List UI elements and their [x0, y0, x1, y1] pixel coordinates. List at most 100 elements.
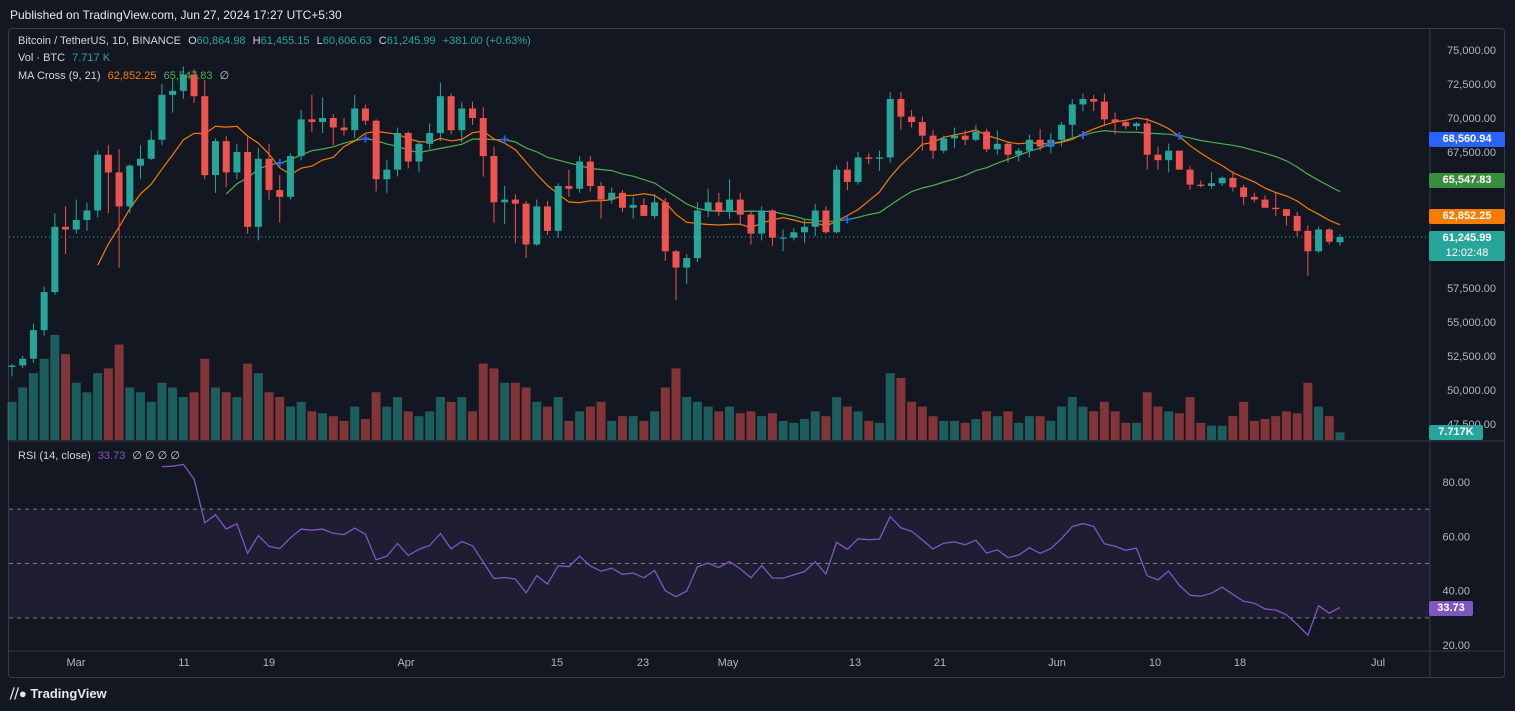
candle-body: [950, 135, 958, 139]
candle-body: [576, 161, 584, 189]
candle-body: [394, 132, 402, 170]
time-tick-label: Apr: [397, 657, 414, 669]
change-value: +381.00 (+0.63%): [442, 35, 531, 47]
candle-body: [897, 98, 905, 117]
volume-bar: [885, 373, 895, 440]
volume-bar: [949, 420, 959, 440]
ma-slow-value: 65,547.83: [163, 70, 213, 82]
volume-bar: [532, 401, 542, 440]
high-key: H: [252, 35, 261, 47]
volume-bar: [136, 392, 146, 440]
bottom-bar: ⧸⧸● TradingView: [0, 680, 1515, 711]
candle-body: [1207, 183, 1215, 186]
volume-bar: [896, 377, 906, 440]
candle-body: [179, 74, 187, 91]
volume-bar: [757, 416, 767, 440]
candle-body: [811, 210, 819, 227]
volume-bar: [628, 416, 638, 440]
volume-bar: [371, 392, 381, 440]
volume-bar: [71, 382, 81, 440]
candle-body: [522, 203, 530, 245]
candle-body: [1036, 139, 1044, 147]
candle-body: [554, 186, 562, 231]
volume-bar: [7, 401, 17, 440]
volume-bar: [682, 397, 692, 440]
ma-legend[interactable]: MA Cross (9, 21) 62,852.25 65,547.83 ∅: [18, 69, 233, 82]
candle-body: [1111, 119, 1119, 123]
volume-bar: [778, 420, 788, 440]
volume-bar: [917, 406, 927, 440]
volume-bar: [1164, 411, 1174, 440]
volume-bar: [28, 373, 38, 440]
candle-body: [618, 192, 626, 208]
close-key: C: [378, 35, 387, 47]
countdown-tag: 12:02:48: [1429, 246, 1505, 261]
candle-body: [404, 132, 412, 162]
volume-bar: [542, 406, 552, 440]
rsi-value: 33.73: [97, 450, 126, 462]
candle-body: [1165, 150, 1173, 161]
candle-body: [1218, 177, 1226, 184]
candle-body: [40, 292, 48, 331]
time-tick-label: 19: [263, 657, 275, 669]
candle-body: [62, 226, 70, 230]
symbol-name[interactable]: Bitcoin / TetherUS, 1D, BINANCE: [18, 35, 182, 47]
candle-body: [233, 152, 241, 173]
volume-bar: [1153, 406, 1163, 440]
time-tick-label: 10: [1149, 657, 1161, 669]
candle-body: [918, 122, 926, 136]
candle-body: [586, 161, 594, 186]
rsi-label: RSI (14, close): [18, 450, 91, 462]
time-tick-label: Mar: [67, 657, 86, 669]
time-tick-label: 13: [849, 657, 861, 669]
candle-body: [222, 141, 230, 173]
volume-value: 7.717 K: [72, 52, 111, 64]
candle-body: [501, 199, 509, 203]
volume-bar: [1335, 432, 1345, 440]
candle-body: [886, 98, 894, 158]
volume-bar: [114, 344, 124, 440]
open-key: O: [188, 35, 197, 47]
volume-bar: [864, 420, 874, 440]
ma-fast-tag: 62,852.25: [1429, 209, 1505, 224]
candle-body: [758, 210, 766, 234]
candle-body: [479, 118, 487, 157]
volume-bar: [125, 387, 135, 440]
volume-bar: [842, 406, 852, 440]
candle-body: [319, 118, 327, 123]
volume-bar: [189, 392, 199, 440]
volume-bar: [1228, 416, 1238, 440]
volume-bar: [714, 411, 724, 440]
tradingview-logo[interactable]: ⧸⧸● TradingView: [10, 686, 107, 702]
candle-body: [972, 131, 980, 140]
candle-body: [715, 202, 723, 212]
volume-bar: [328, 416, 338, 440]
ma-fast-line: [97, 117, 1341, 266]
volume-bar: [168, 387, 178, 440]
candle-body: [297, 119, 305, 157]
candle-body: [736, 199, 744, 215]
volume-legend[interactable]: Vol · BTC 7.717 K: [18, 52, 114, 64]
volume-bar: [703, 406, 713, 440]
volume-bar: [510, 382, 520, 440]
volume-bar: [382, 406, 392, 440]
candle-body: [415, 143, 423, 162]
candle-body: [19, 358, 27, 366]
candle-body: [1282, 209, 1290, 216]
time-tick-label: 11: [178, 657, 189, 669]
symbol-legend[interactable]: Bitcoin / TetherUS, 1D, BINANCE O60,864.…: [18, 35, 535, 47]
rsi-legend[interactable]: RSI (14, close) 33.73 ∅ ∅ ∅ ∅: [18, 449, 184, 462]
candle-body: [1197, 184, 1205, 186]
volume-bar: [596, 401, 606, 440]
candle-body: [8, 365, 16, 367]
candle-body: [169, 90, 177, 95]
volume-bar: [18, 387, 28, 440]
chart-frame[interactable]: [8, 28, 1505, 678]
candle-body: [308, 119, 316, 123]
volume-bar: [1067, 397, 1077, 440]
volume-bar: [607, 420, 617, 440]
candle-body: [790, 232, 798, 238]
candle-body: [683, 258, 691, 268]
open-value: 60,864.98: [196, 35, 246, 47]
